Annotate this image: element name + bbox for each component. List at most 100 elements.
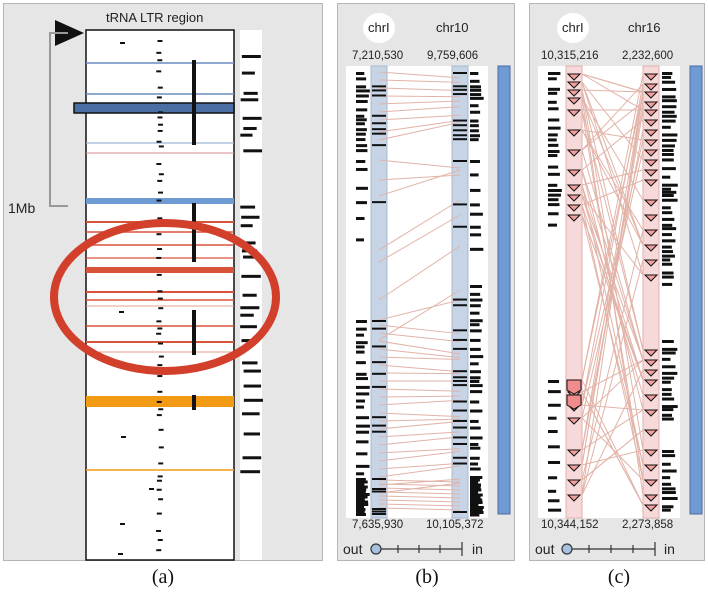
feature-triangle (566, 214, 582, 222)
gene-mark (372, 94, 386, 97)
feature-triangle (566, 73, 582, 81)
top-right-coord-c: 2,232,600 (622, 50, 674, 62)
zoom-out-label-b[interactable]: out (343, 541, 363, 557)
gene-mark (662, 183, 678, 187)
gene-mark (662, 206, 671, 210)
gene-mark (548, 107, 559, 111)
gene-mark (548, 445, 560, 449)
gene-mark (662, 250, 673, 254)
gene-mark (356, 483, 365, 486)
synteny-link (378, 299, 461, 321)
ltr-segment (192, 395, 196, 410)
gene-mark (470, 476, 483, 479)
gene-mark (470, 508, 483, 512)
gene-mark (470, 104, 479, 108)
feature-marker (566, 379, 582, 395)
gene-mark (372, 128, 386, 131)
gene-mark (356, 505, 365, 509)
gene-mark (548, 154, 558, 158)
feature-marker (566, 394, 582, 410)
gene-mark (372, 85, 386, 88)
trna-dash (157, 297, 163, 300)
gene-mark (548, 133, 558, 137)
gene-mark (356, 377, 369, 381)
trna-dash (158, 428, 164, 431)
gene-mark (470, 506, 484, 509)
overview-bar-c[interactable] (689, 65, 703, 515)
gene-mark (372, 327, 386, 330)
gene-mark (662, 476, 671, 480)
gene-mark (356, 452, 368, 456)
gene-mark (356, 327, 367, 331)
gene-mark (662, 351, 676, 355)
gene-mark (662, 392, 672, 396)
feature-triangle (643, 119, 659, 127)
gene-mark (470, 483, 481, 487)
gene-mark (662, 462, 671, 466)
trna-dash (157, 86, 163, 89)
gene-mark (662, 340, 674, 343)
gene-mark (662, 450, 675, 453)
feature-triangle (643, 494, 659, 502)
trna-dash (157, 475, 163, 478)
gene-mark (470, 419, 479, 423)
gene-mark (548, 223, 558, 227)
synteny-link (581, 194, 644, 361)
gene-mark (662, 454, 676, 458)
gene-mark (356, 440, 369, 444)
synteny-link (378, 121, 461, 141)
gene-mark (356, 320, 367, 323)
zoom-handle-c[interactable] (561, 543, 573, 555)
gene-mark (548, 91, 558, 95)
gene-mark (662, 496, 678, 500)
side-bar (240, 306, 260, 310)
gene-mark (662, 397, 675, 401)
gene-mark (356, 345, 365, 349)
feature-triangle (643, 129, 659, 137)
feature-triangle (566, 89, 582, 97)
gene-mark (470, 93, 482, 97)
zoom-in-label-c[interactable]: in (664, 541, 675, 557)
side-bar (240, 470, 261, 474)
trna-dash (157, 129, 163, 132)
gene-mark (662, 417, 674, 421)
gene-mark (470, 119, 479, 123)
synteny-link (378, 436, 461, 446)
gene-mark (470, 292, 481, 296)
gene-mark (470, 247, 484, 251)
feature-triangle (643, 139, 659, 147)
zoom-handle-b[interactable] (370, 543, 382, 555)
play-marker-icon[interactable] (55, 20, 84, 46)
side-bar (242, 361, 258, 365)
gene-mark (470, 304, 481, 308)
feature-triangle (566, 194, 582, 202)
side-bar (240, 205, 256, 209)
gene-mark (470, 212, 483, 216)
gene-mark (548, 499, 560, 503)
synteny-link (581, 259, 644, 496)
gene-mark (662, 72, 673, 75)
gene-mark (470, 323, 480, 327)
gene-mark (662, 254, 675, 258)
trna-dash (157, 248, 163, 251)
gene-mark (453, 338, 467, 341)
gene-mark (662, 114, 677, 118)
synteny-link (378, 71, 461, 79)
gene-mark (453, 225, 467, 228)
gene-mark (548, 183, 558, 187)
gene-mark (662, 357, 671, 361)
zoom-in-label-b[interactable]: in (472, 541, 483, 557)
feature-triangle (566, 417, 582, 425)
gene-mark (356, 498, 365, 501)
chrI-chip-c (557, 13, 589, 43)
side-bar (242, 456, 262, 460)
gene-mark (356, 480, 368, 484)
gene-mark (372, 385, 386, 388)
gene-mark (470, 85, 481, 89)
zoom-out-label-c[interactable]: out (535, 541, 555, 557)
side-bar (240, 98, 259, 102)
overview-bar-b[interactable] (497, 65, 511, 515)
gene-mark (356, 500, 369, 504)
dark-band (73, 102, 235, 114)
trna-dash (157, 116, 163, 119)
